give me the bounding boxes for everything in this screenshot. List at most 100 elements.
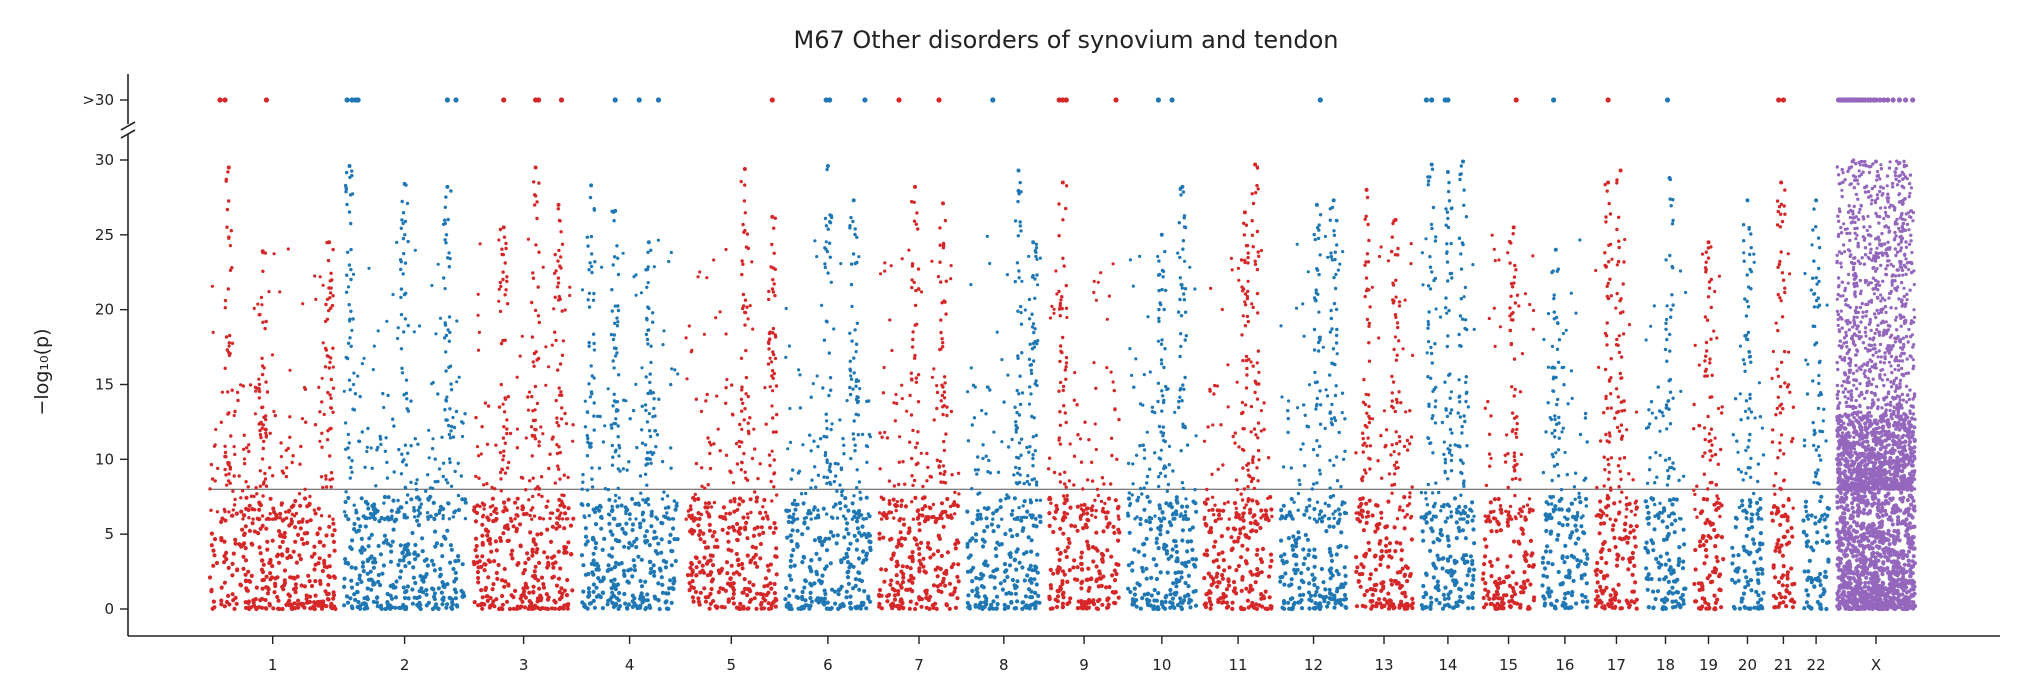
point	[223, 509, 227, 514]
peak-point	[1064, 365, 1068, 369]
point	[535, 547, 540, 552]
peak-point	[1253, 259, 1257, 263]
peak-point	[1183, 287, 1188, 291]
peak-point	[536, 485, 540, 489]
point	[1242, 487, 1247, 491]
point	[386, 495, 391, 500]
point	[403, 543, 408, 548]
point	[700, 484, 704, 488]
point	[820, 573, 825, 578]
point	[1327, 587, 1332, 592]
point	[506, 497, 511, 502]
point	[1149, 593, 1154, 598]
point	[591, 582, 597, 587]
point	[409, 399, 413, 403]
point	[1061, 590, 1066, 595]
point	[1097, 571, 1102, 576]
point	[1332, 595, 1337, 600]
point	[285, 549, 290, 554]
point	[1132, 547, 1137, 552]
point	[1076, 433, 1080, 437]
point	[1211, 576, 1216, 582]
point	[809, 395, 813, 399]
point	[728, 583, 733, 588]
point	[637, 503, 641, 507]
peak-point	[444, 233, 449, 237]
point	[342, 576, 347, 581]
point	[636, 554, 641, 559]
point	[1178, 596, 1183, 601]
peak-point	[1240, 447, 1245, 452]
point	[1283, 571, 1288, 576]
point	[1019, 311, 1023, 315]
point	[839, 558, 844, 563]
point	[824, 548, 830, 553]
point	[973, 604, 978, 609]
point	[649, 524, 654, 529]
point	[1067, 540, 1072, 546]
peak-point	[1018, 180, 1022, 185]
point	[920, 513, 925, 518]
point	[668, 532, 673, 538]
point	[412, 330, 416, 334]
peak-point	[399, 347, 404, 351]
point	[298, 503, 303, 508]
point	[1174, 549, 1179, 555]
point	[480, 595, 485, 600]
point	[430, 446, 435, 451]
point	[293, 606, 298, 611]
point	[759, 606, 764, 611]
point	[1052, 470, 1057, 475]
point	[321, 485, 325, 490]
point	[552, 307, 556, 311]
point	[280, 539, 285, 545]
point	[815, 255, 819, 259]
point	[264, 417, 268, 422]
point	[1216, 580, 1221, 585]
peak-point	[505, 302, 510, 306]
point	[209, 589, 214, 594]
point	[1157, 506, 1163, 511]
point	[357, 517, 361, 521]
peak-point	[941, 345, 945, 349]
point	[603, 424, 607, 428]
point	[365, 558, 370, 564]
point	[858, 387, 862, 391]
point	[1026, 474, 1030, 478]
point	[1268, 552, 1274, 557]
peak-point	[1013, 219, 1018, 223]
point	[557, 589, 562, 595]
point	[329, 601, 334, 606]
point	[1092, 290, 1096, 295]
peak-point	[916, 227, 920, 231]
point	[477, 559, 482, 564]
point	[372, 344, 376, 348]
point	[860, 560, 865, 565]
peak-point	[1184, 334, 1189, 338]
point	[362, 547, 367, 552]
point	[365, 516, 369, 520]
peak-point	[330, 278, 334, 282]
peak-point	[649, 248, 653, 252]
peak-point	[1157, 456, 1162, 460]
point	[797, 469, 802, 473]
point	[431, 380, 435, 385]
point	[1343, 581, 1348, 586]
peak-point	[771, 278, 775, 282]
point	[1213, 503, 1217, 507]
point	[616, 598, 622, 603]
peak-point	[446, 256, 450, 260]
point	[1175, 500, 1180, 505]
peak-point	[228, 268, 233, 272]
point	[361, 560, 366, 565]
point	[486, 517, 491, 521]
point	[652, 397, 656, 401]
peak-point	[260, 364, 265, 368]
point	[515, 496, 520, 501]
point	[856, 433, 860, 437]
point	[1212, 513, 1216, 517]
point	[669, 446, 673, 450]
point	[1255, 547, 1260, 553]
point	[770, 404, 774, 408]
peak-point	[557, 424, 561, 428]
